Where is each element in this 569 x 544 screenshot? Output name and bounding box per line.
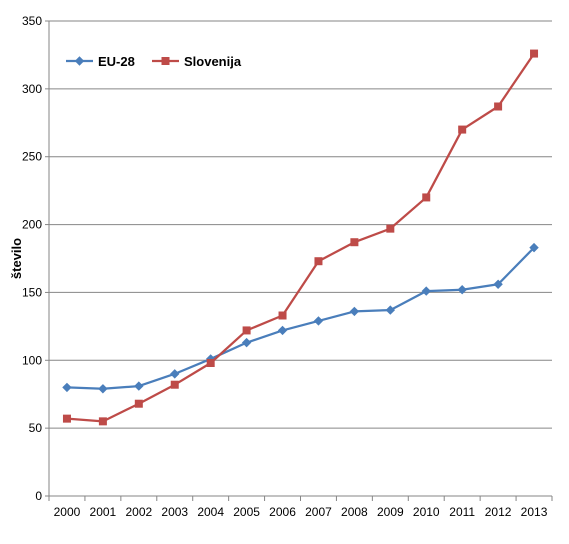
x-tick-labels: 2000 2001 2002 2003 2004 2005 2006 2007 2008 2009… (54, 505, 548, 519)
data-point (134, 381, 144, 391)
x-tick-label: 2011 (449, 505, 475, 519)
legend-item-eu-28: EU-28 (66, 54, 135, 69)
y-axis-label: število (9, 238, 24, 279)
series-slovenija (62, 49, 539, 426)
data-point (422, 193, 431, 202)
series-group (62, 49, 539, 426)
y-tick-label: 50 (29, 421, 43, 435)
x-tick-label: 2005 (233, 505, 260, 519)
data-point (314, 257, 323, 266)
data-point (278, 311, 287, 320)
x-tick-label: 2009 (377, 505, 404, 519)
y-tick-label: 150 (22, 285, 42, 299)
x-tick-label: 2007 (305, 505, 332, 519)
x-tick-label: 2012 (485, 505, 512, 519)
data-point (242, 326, 251, 335)
x-tick-label: 2000 (54, 505, 81, 519)
series-eu-28 (62, 242, 539, 394)
data-point (493, 279, 503, 289)
axes (45, 20, 553, 501)
x-tick-label: 2002 (125, 505, 152, 519)
x-tick-label: 2013 (521, 505, 548, 519)
data-point (385, 305, 396, 315)
x-tick-label: 2003 (161, 505, 188, 519)
x-tick-label: 2004 (197, 505, 224, 519)
legend-marker (161, 57, 170, 65)
data-point (206, 359, 215, 367)
data-point (494, 102, 503, 111)
data-point (62, 414, 71, 423)
data-point (530, 49, 539, 58)
x-tick-label: 2010 (413, 505, 440, 519)
legend-marker (74, 56, 85, 66)
data-point (170, 380, 179, 389)
data-point (98, 417, 107, 426)
legend: EU-28 Slovenija (66, 54, 242, 69)
legend-item-slovenija: Slovenija (152, 54, 242, 69)
data-point (134, 399, 143, 408)
y-tick-label: 100 (22, 353, 42, 367)
series-line-eu-28 (66, 246, 535, 390)
data-point (349, 306, 360, 317)
y-tick-label: 350 (22, 14, 42, 28)
gridlines (49, 20, 552, 429)
data-point (457, 285, 467, 295)
data-point (350, 238, 359, 247)
data-point (313, 316, 324, 326)
x-tick-label: 2001 (90, 505, 117, 519)
data-point (170, 369, 180, 379)
data-point (458, 125, 467, 134)
series-line-slovenija (66, 52, 535, 423)
legend-label: Slovenija (184, 54, 242, 69)
data-point (386, 224, 395, 233)
data-point (421, 286, 431, 296)
y-tick-labels: 0 50 100 150 200 250 300 350 (22, 14, 42, 503)
data-point (277, 325, 288, 336)
data-point (241, 337, 252, 348)
x-tick-label: 2006 (269, 505, 296, 519)
y-tick-label: 200 (22, 218, 42, 232)
data-point (98, 384, 108, 394)
legend-label: EU-28 (98, 54, 135, 69)
x-tick-label: 2008 (341, 505, 368, 519)
data-point (62, 382, 72, 393)
y-tick-label: 0 (35, 489, 42, 503)
data-point (529, 242, 539, 253)
y-tick-label: 300 (22, 82, 42, 96)
y-tick-label: 250 (22, 150, 42, 164)
